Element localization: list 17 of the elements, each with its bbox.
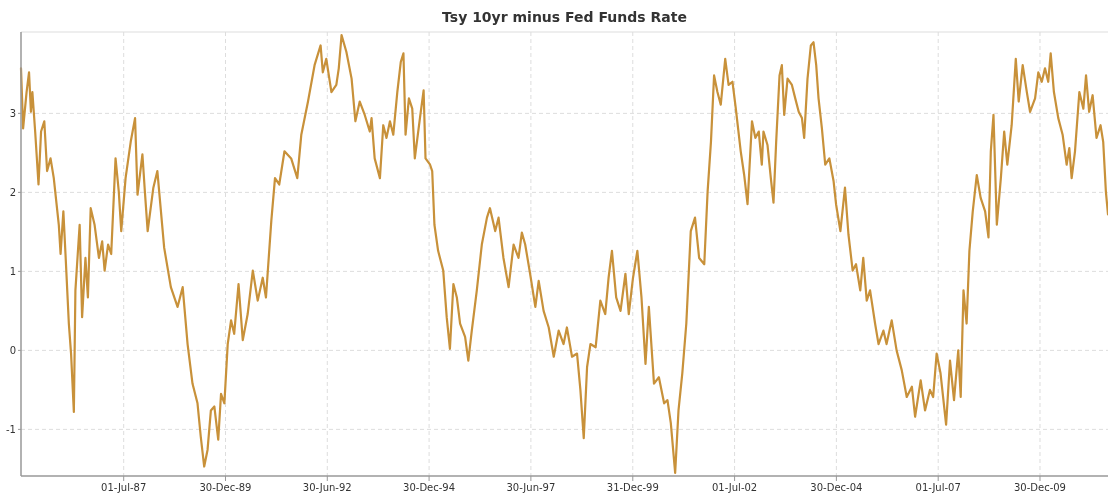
x-tick-label: 30-Jun-97 [506, 482, 556, 493]
line-series [19, 34, 1108, 474]
chart-title: Tsy 10yr minus Fed Funds Rate [442, 9, 687, 25]
x-tick-label: 30-Dec-94 [403, 482, 456, 493]
x-tick-label: 30-Dec-09 [1013, 482, 1066, 493]
x-tick-label: 01-Jul-02 [711, 482, 758, 493]
x-tick-label: 30-Jun-92 [302, 482, 352, 493]
x-tick-label: 30-Dec-04 [810, 482, 863, 493]
y-tick-label: 3 [9, 107, 16, 119]
y-tick-label: 2 [9, 186, 16, 198]
x-tick-label: 01-Jul-07 [915, 482, 961, 493]
y-tick-label: 0 [9, 344, 16, 356]
y-tick-label: -1 [6, 423, 16, 435]
x-tick-label: 30-Dec-89 [199, 482, 252, 493]
y-tick-label: 1 [9, 265, 16, 277]
x-tick-label: 31-Dec-99 [606, 482, 659, 493]
x-tick-label: 01-Jul-87 [101, 482, 147, 493]
